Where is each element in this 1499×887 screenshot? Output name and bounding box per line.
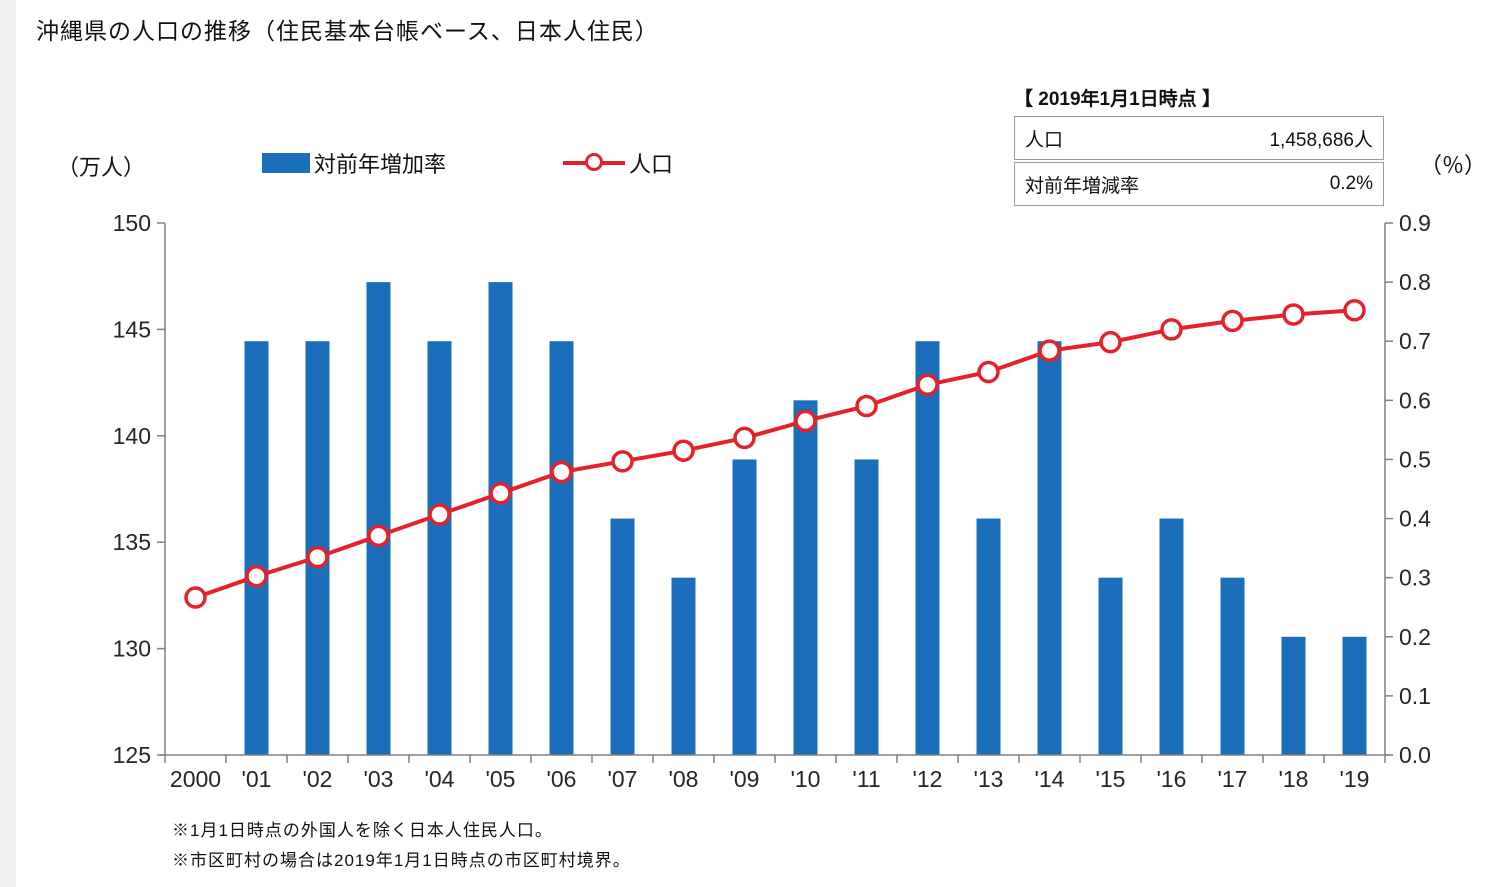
left-axis-unit: （万人）	[57, 155, 146, 180]
snapshot-heading: 【 2019年1月1日時点 】	[1014, 89, 1221, 110]
footnote-1: ※1月1日時点の外国人を除く日本人住民人口。	[172, 821, 553, 840]
svg-text:'06: '06	[547, 766, 577, 792]
svg-text:145: 145	[113, 316, 151, 342]
svg-text:'11: '11	[852, 766, 880, 792]
snapshot-population-value: 1,458,686人	[1269, 129, 1373, 151]
svg-text:'19: '19	[1340, 766, 1370, 792]
svg-text:0.8: 0.8	[1399, 269, 1431, 295]
svg-text:0.5: 0.5	[1399, 446, 1431, 472]
legend-bar-label: 対前年増加率	[314, 152, 447, 177]
svg-text:140: 140	[113, 423, 151, 449]
svg-text:'08: '08	[669, 766, 699, 792]
svg-text:150: 150	[113, 210, 151, 236]
svg-text:0.6: 0.6	[1399, 387, 1431, 413]
right-axis-unit: （％）	[1420, 153, 1487, 178]
svg-text:'14: '14	[1035, 766, 1065, 792]
svg-text:'17: '17	[1218, 766, 1248, 792]
svg-text:'16: '16	[1157, 766, 1187, 792]
svg-text:125: 125	[113, 742, 151, 768]
svg-text:'12: '12	[913, 766, 943, 792]
svg-text:'15: '15	[1096, 766, 1126, 792]
svg-text:'13: '13	[974, 766, 1004, 792]
svg-text:0.7: 0.7	[1399, 328, 1431, 354]
svg-text:'05: '05	[486, 766, 516, 792]
snapshot-rate-label: 対前年増減率	[1025, 175, 1140, 197]
page-title: 沖縄県の人口の推移（住民基本台帳ベース、日本人住民）	[36, 18, 659, 44]
svg-text:2000: 2000	[170, 766, 221, 792]
svg-text:'04: '04	[425, 766, 455, 792]
snapshot-rate-row: 対前年増減率 0.2%	[1014, 162, 1384, 206]
svg-text:0.3: 0.3	[1399, 565, 1431, 591]
svg-text:'10: '10	[791, 766, 821, 792]
legend-line-label: 人口	[629, 152, 674, 177]
bar-swatch-icon	[262, 153, 310, 173]
snapshot-rate-value: 0.2%	[1329, 173, 1373, 194]
svg-text:'09: '09	[730, 766, 760, 792]
page-edge-strip	[0, 0, 16, 887]
legend-item-growth-rate: 対前年増加率	[262, 147, 446, 179]
snapshot-box: 人口 1,458,686人 対前年増減率 0.2%	[1014, 116, 1384, 206]
snapshot-population-label: 人口	[1025, 129, 1064, 151]
svg-text:0.9: 0.9	[1399, 210, 1431, 236]
line-marker-icon	[563, 152, 625, 174]
svg-text:0.1: 0.1	[1399, 683, 1431, 709]
footnote-2: ※市区町村の場合は2019年1月1日時点の市区町村境界。	[172, 851, 631, 870]
svg-text:'07: '07	[608, 766, 638, 792]
snapshot-row-population: 人口 1,458,686人	[1014, 116, 1384, 160]
svg-text:'01: '01	[242, 766, 272, 792]
legend-item-population: 人口	[563, 147, 673, 179]
svg-text:135: 135	[113, 529, 151, 555]
svg-text:'18: '18	[1279, 766, 1309, 792]
svg-text:'02: '02	[303, 766, 333, 792]
svg-text:'03: '03	[364, 766, 394, 792]
svg-text:0.0: 0.0	[1399, 742, 1431, 768]
svg-text:0.4: 0.4	[1399, 506, 1431, 532]
svg-text:0.2: 0.2	[1399, 624, 1431, 650]
svg-text:130: 130	[113, 636, 151, 662]
